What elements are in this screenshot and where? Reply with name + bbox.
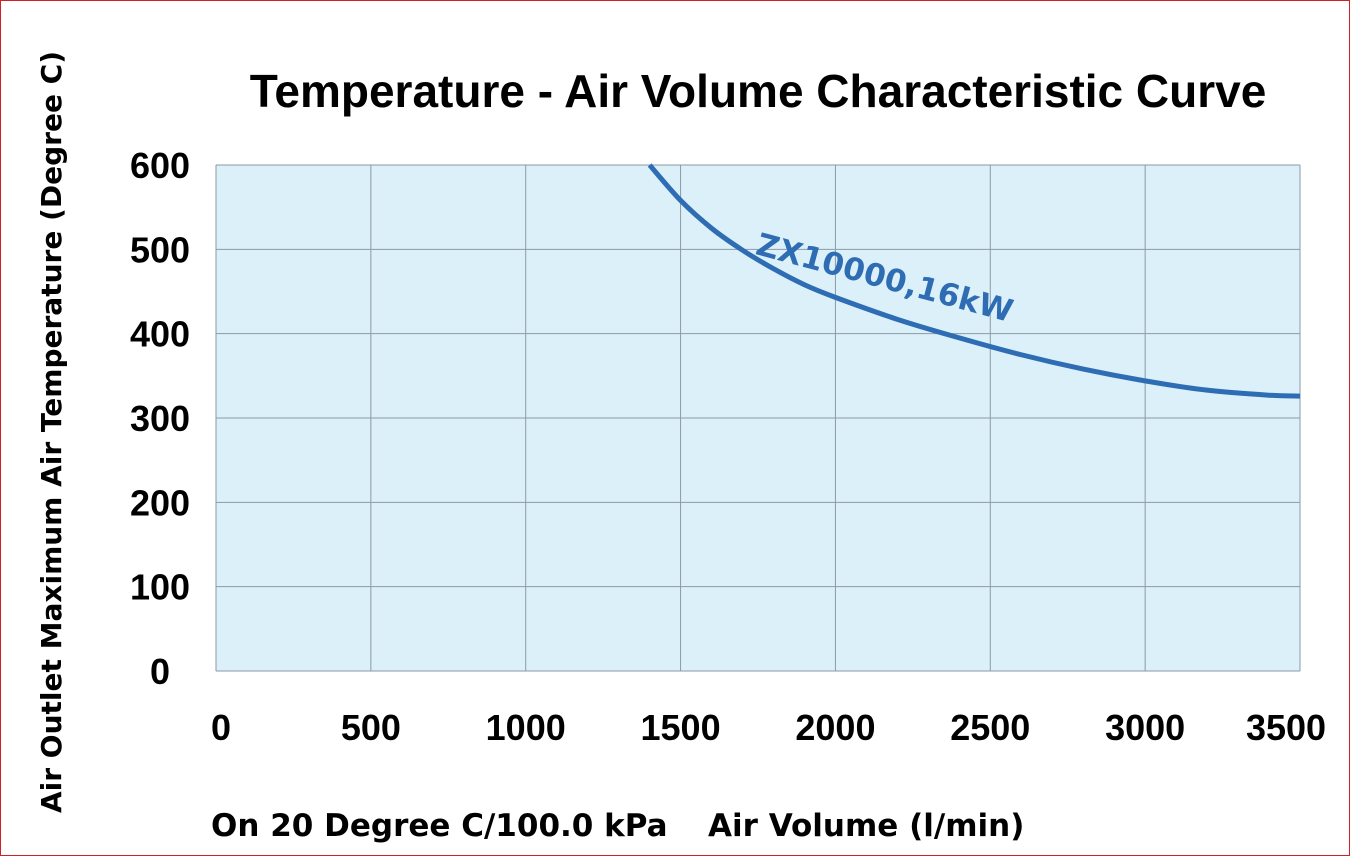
x-tick-label: 1500 — [641, 707, 721, 748]
y-tick-label: 600 — [130, 145, 190, 186]
y-axis-ticks: 0 100 200 300 400 500 600 — [130, 145, 190, 692]
y-tick-label: 0 — [150, 651, 170, 692]
series-line-0 — [647, 163, 1301, 399]
condition-note: On 20 Degree C/100.0 kPa — [211, 808, 668, 844]
x-axis-ticks: 0 500 1000 1500 2000 2500 3000 3500 — [211, 707, 1326, 748]
x-axis-label: Air Volume (l/min) — [708, 808, 1024, 844]
y-tick-label: 200 — [130, 482, 190, 523]
x-tick-label: 0 — [211, 707, 231, 748]
chart-title: Temperature - Air Volume Characteristic … — [250, 65, 1267, 117]
y-tick-label: 500 — [130, 229, 190, 270]
x-tick-label: 1000 — [486, 707, 566, 748]
x-tick-label: 2500 — [950, 707, 1030, 748]
grid — [215, 164, 1301, 672]
y-tick-label: 100 — [130, 567, 190, 608]
x-tick-label: 2000 — [795, 707, 875, 748]
x-tick-label: 3000 — [1105, 707, 1185, 748]
y-tick-label: 300 — [130, 398, 190, 439]
y-axis-label: Air Outlet Maximum Air Temperature (Degr… — [35, 51, 68, 813]
y-tick-label: 400 — [130, 314, 190, 355]
x-tick-label: 500 — [341, 707, 401, 748]
x-tick-label: 3500 — [1246, 707, 1326, 748]
